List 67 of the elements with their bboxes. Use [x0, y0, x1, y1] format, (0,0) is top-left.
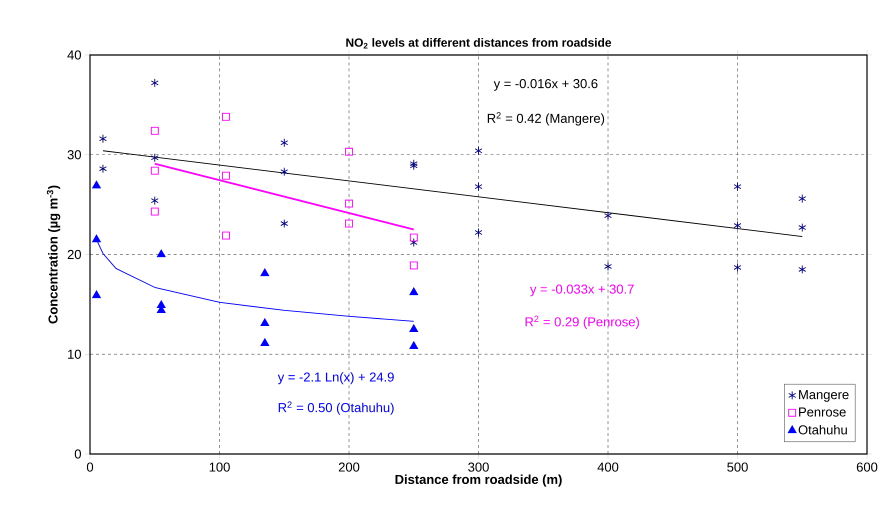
point	[150, 208, 159, 216]
point	[409, 324, 418, 332]
annotation: y = -2.1 Ln(x) + 24.9	[278, 372, 394, 384]
point	[798, 223, 806, 232]
point	[474, 228, 482, 237]
point	[734, 182, 742, 192]
y-tick-label: 30	[68, 150, 81, 160]
point	[345, 200, 353, 208]
point	[92, 234, 101, 242]
point	[409, 341, 418, 349]
annotation: R$^{2}$ = 0.42 (Mangere)	[488, 112, 604, 126]
point	[150, 196, 159, 206]
x-tick-label: 400	[598, 462, 618, 472]
point	[150, 166, 159, 175]
point	[92, 290, 101, 298]
point	[222, 112, 230, 121]
point	[150, 78, 159, 88]
point	[156, 250, 166, 258]
point	[260, 338, 270, 346]
x-tick-label: 600	[856, 462, 878, 472]
y-tick-label: 40	[67, 50, 81, 60]
x-tick-label: 0	[86, 462, 94, 472]
point	[280, 167, 288, 176]
point	[410, 161, 418, 170]
point	[345, 220, 353, 228]
point	[345, 148, 353, 156]
point	[99, 164, 107, 174]
annotation: R$^{2}$ = 0.50 (Otahuhu)	[278, 401, 394, 415]
point	[474, 146, 482, 156]
point	[410, 159, 418, 168]
y-axis-title: Concentration (µg m$^{-3}$)	[46, 186, 60, 324]
y-tick-label: 0	[74, 449, 81, 459]
point	[222, 172, 230, 180]
x-tick-label: 100	[210, 462, 230, 472]
annotation: y = -0.033x + 30.7	[530, 284, 634, 296]
annotation: y = -0.016x + 30.6	[494, 79, 598, 91]
point	[222, 232, 230, 240]
point	[604, 262, 612, 271]
chart-title: NO$_{2}$ levels at different distances from roadside	[346, 38, 612, 48]
point	[734, 263, 742, 272]
point	[280, 138, 288, 148]
point	[604, 211, 612, 220]
point	[150, 153, 159, 162]
point	[410, 238, 418, 247]
y-tick-label: 10	[68, 350, 81, 359]
point	[92, 180, 101, 188]
x-tick-label: 200	[338, 462, 360, 472]
point	[260, 268, 270, 276]
legend-label: Mangere	[799, 390, 849, 402]
point	[260, 318, 270, 326]
x-tick-label: 300	[468, 462, 489, 472]
x-tick-label: 500	[727, 462, 748, 472]
legend-label: Penrose	[799, 408, 846, 417]
point	[99, 134, 107, 144]
point	[734, 221, 742, 230]
point	[410, 262, 418, 270]
point	[410, 234, 418, 242]
y-tick-label: 20	[68, 250, 81, 260]
annotation: R$^{2}$ = 0.29 (Penrose)	[526, 316, 639, 329]
point	[280, 219, 288, 228]
legend-label: Otahuhu	[798, 424, 847, 434]
point	[798, 265, 806, 274]
x-axis-title: Distance from roadside (m)	[396, 474, 562, 487]
point	[409, 287, 418, 296]
point	[150, 126, 159, 135]
point	[474, 182, 482, 192]
point	[798, 194, 806, 204]
